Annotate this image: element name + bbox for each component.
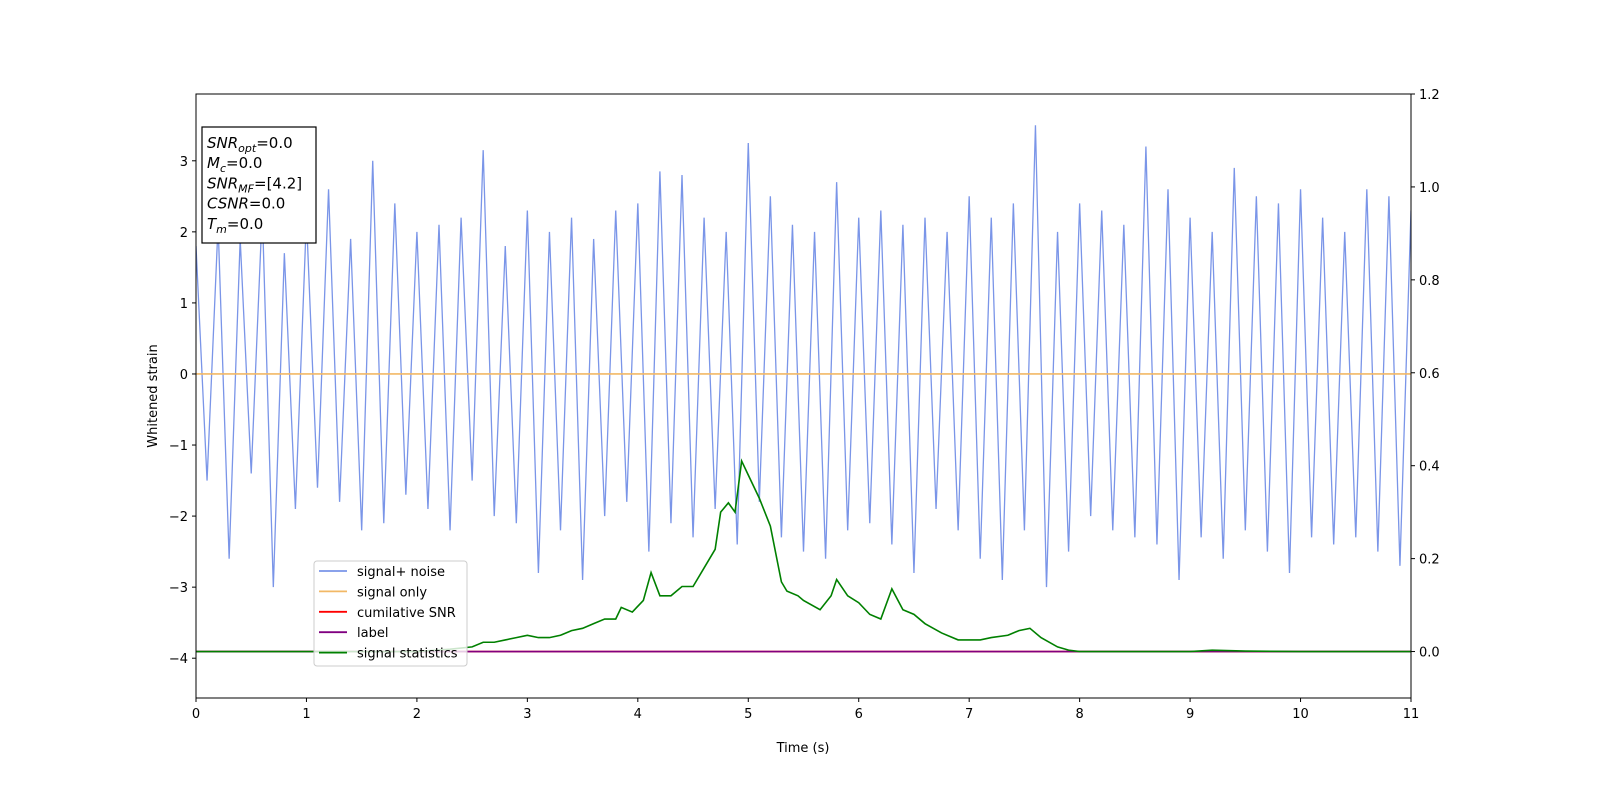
annotation-line: Mc=0.0 bbox=[207, 154, 262, 175]
annotation-line: CSNR=0.0 bbox=[207, 195, 285, 213]
legend: signal+ noise signal only cumilative SNR la… bbox=[313, 560, 468, 667]
annotation-sub: MF bbox=[238, 182, 254, 195]
series-line bbox=[196, 458, 1411, 653]
x-tick-label: 5 bbox=[744, 707, 752, 722]
legend-frame bbox=[313, 560, 468, 667]
y2-tick-label: 0.4 bbox=[1419, 460, 1440, 475]
x-tick-label: 9 bbox=[1186, 707, 1194, 722]
annotation-rest: =0.0 bbox=[227, 215, 263, 233]
annotation-main: SNR bbox=[207, 134, 238, 152]
x-tick-label: 4 bbox=[634, 707, 642, 722]
legend-label: cumilative SNR bbox=[357, 606, 456, 621]
y-tick-label: −2 bbox=[169, 510, 188, 525]
annotation-rest: =0.0 bbox=[226, 154, 262, 172]
x-tick-label: 1 bbox=[302, 707, 310, 722]
annotation-rest: =[4.2] bbox=[254, 174, 302, 192]
y-tick-label: 1 bbox=[180, 297, 188, 312]
annotation-sub: opt bbox=[238, 142, 257, 155]
x-tick-label: 6 bbox=[855, 707, 863, 722]
y-tick-label: −1 bbox=[169, 439, 188, 454]
x-tick-label: 10 bbox=[1292, 707, 1309, 722]
annotation-box: SNRopt=0.0Mc=0.0SNRMF=[4.2]CSNR=0.0Tm=0.… bbox=[201, 126, 317, 244]
y2-tick-label: 0.8 bbox=[1419, 274, 1440, 289]
legend-label: signal+ noise bbox=[357, 565, 445, 580]
series-line bbox=[196, 125, 1411, 588]
annotation-frame bbox=[201, 126, 317, 244]
legend-label: signal statistics bbox=[357, 647, 458, 662]
x-tick-label: 3 bbox=[523, 707, 531, 722]
annotation-main: SNR bbox=[207, 174, 238, 192]
annotation-main: M bbox=[207, 154, 220, 172]
x-axis-label: Time (s) bbox=[776, 741, 830, 756]
annotation-sub: m bbox=[216, 223, 227, 236]
x-tick-label: 0 bbox=[192, 707, 200, 722]
y2-tick-label: 1.2 bbox=[1419, 88, 1440, 103]
y-tick-label: −4 bbox=[169, 652, 188, 667]
annotation-main: T bbox=[207, 215, 218, 233]
y-tick-label: 0 bbox=[180, 368, 188, 383]
y2-tick-label: 0.2 bbox=[1419, 553, 1440, 568]
annotation-line: Tm=0.0 bbox=[207, 215, 263, 236]
x-tick-label: 11 bbox=[1403, 707, 1420, 722]
legend-label: label bbox=[357, 626, 388, 641]
y2-tick-label: 1.0 bbox=[1419, 181, 1440, 196]
annotation-sub: c bbox=[220, 162, 226, 175]
y-tick-label: −3 bbox=[169, 581, 188, 596]
annotation-main: CSNR bbox=[207, 195, 249, 213]
annotation-line: SNRMF=[4.2] bbox=[207, 174, 302, 195]
y2-tick-label: 0.6 bbox=[1419, 367, 1440, 382]
x-tick-label: 7 bbox=[965, 707, 973, 722]
y-tick-label: 2 bbox=[180, 226, 188, 241]
annotation-rest: =0.0 bbox=[249, 195, 285, 213]
axes-frame bbox=[195, 93, 1412, 699]
annotation-rest: =0.0 bbox=[256, 134, 292, 152]
x-tick-label: 2 bbox=[413, 707, 421, 722]
y-tick-label: 3 bbox=[180, 155, 188, 170]
legend-label: signal only bbox=[357, 585, 427, 600]
annotation-line: SNRopt=0.0 bbox=[207, 134, 293, 155]
x-tick-label: 8 bbox=[1075, 707, 1083, 722]
y2-tick-label: 0.0 bbox=[1419, 646, 1440, 661]
y-axis-label: Whitened strain bbox=[146, 344, 161, 447]
